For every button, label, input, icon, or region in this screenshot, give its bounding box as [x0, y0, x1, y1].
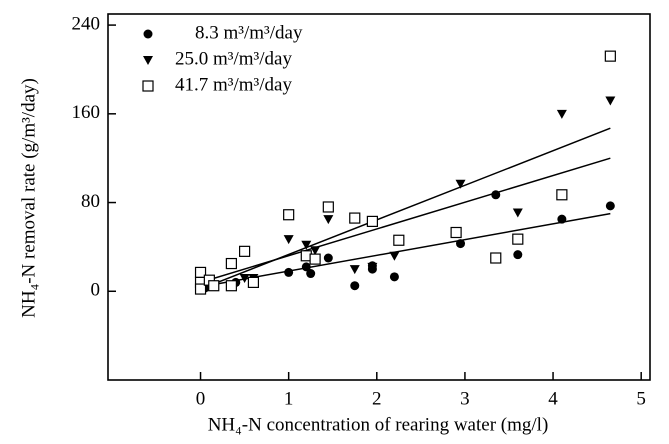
y-tick-label: 240 [72, 13, 101, 34]
point [349, 212, 361, 224]
point [389, 272, 399, 282]
point [556, 109, 567, 119]
point [450, 226, 462, 239]
point [283, 235, 294, 245]
point [350, 281, 360, 291]
point [490, 252, 502, 264]
point [556, 189, 568, 201]
y-tick-label: 160 [72, 102, 101, 123]
trend-line [200, 212, 611, 288]
point [225, 280, 237, 292]
point [225, 257, 237, 270]
point [605, 96, 616, 106]
trend-line [200, 157, 611, 284]
point [194, 283, 207, 295]
point [513, 250, 523, 260]
point [309, 253, 321, 265]
x-tick-label: 4 [548, 388, 558, 409]
x-tick-label: 2 [372, 388, 382, 409]
point [512, 233, 524, 245]
point [283, 209, 295, 221]
point [323, 215, 334, 225]
point [301, 262, 311, 272]
point [512, 208, 523, 218]
point [301, 240, 312, 250]
point [322, 201, 334, 213]
point [349, 265, 360, 275]
point [456, 239, 466, 249]
legend-label: 41.7 m³/m³/day [175, 74, 292, 95]
point [605, 201, 615, 211]
point [604, 50, 616, 62]
legend-marker [143, 56, 153, 65]
point [323, 253, 333, 263]
point [306, 269, 316, 279]
plot-frame [107, 13, 651, 381]
y-tick-label: 80 [81, 191, 100, 212]
x-axis-label: NH₄-N concentration of rearing water (mg… [208, 414, 549, 435]
y-axis-label: NH₄-N removal rate (g/m³/day) [18, 78, 39, 318]
x-tick-label: 5 [636, 388, 646, 409]
point [247, 276, 260, 288]
y-tick-label: 0 [91, 280, 101, 301]
point [367, 262, 378, 272]
point [208, 280, 220, 292]
x-tick-label: 3 [460, 388, 470, 409]
x-tick-label: 1 [284, 388, 294, 409]
legend-marker [142, 80, 154, 92]
point [455, 179, 466, 189]
legend-marker [143, 29, 153, 39]
legend-label: 25.0 m³/m³/day [175, 48, 292, 69]
point [393, 234, 405, 246]
trend-line [200, 127, 611, 290]
point [284, 267, 294, 277]
legend-label: 8.3 m³/m³/day [195, 22, 303, 43]
point [557, 214, 567, 224]
point [389, 251, 400, 261]
x-tick-label: 0 [196, 388, 206, 409]
point [239, 245, 251, 257]
point [239, 273, 250, 283]
point [366, 215, 378, 227]
